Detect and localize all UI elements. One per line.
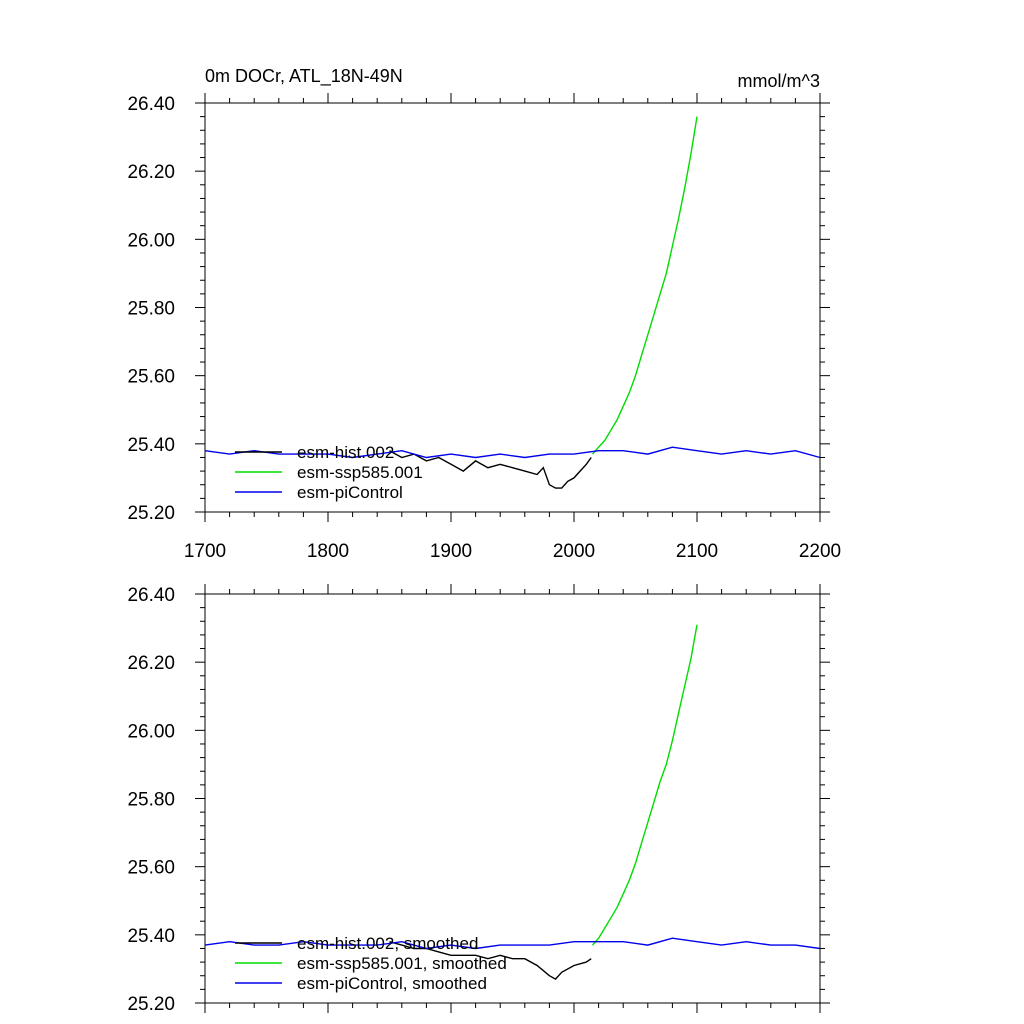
legend-label: esm-piControl (297, 483, 403, 502)
y-tick-label: 26.20 (127, 653, 175, 674)
top-panel: 25.20 25.40 25.60 25.80 26.00 26.20 26.40 1700 1… (127, 93, 841, 562)
bottom-panel: 25.20 25.40 25.60 25.80 26.00 26.20 26.40 esm-h… (127, 584, 830, 1015)
y-tick-label: 26.40 (127, 585, 175, 606)
series-line-1 (591, 624, 698, 946)
legend-label: esm-ssp585.001, smoothed (297, 954, 507, 973)
y-tick-label: 26.20 (127, 162, 175, 183)
y-tick-label: 25.60 (127, 858, 175, 879)
series-line-2 (204, 937, 821, 950)
legend-label: esm-hist.002 (297, 443, 394, 462)
x-tick-label: 2200 (799, 541, 841, 562)
x-tick-label: 1700 (184, 541, 226, 562)
series-line-2 (204, 446, 821, 459)
series-line-1 (591, 116, 698, 455)
x-tick-label: 1900 (430, 541, 472, 562)
series-line-0 (389, 450, 592, 489)
legend-label: esm-hist.002, smoothed (297, 934, 478, 953)
y-tick-label: 25.20 (127, 994, 175, 1015)
y-tick-label: 25.80 (127, 299, 175, 320)
x-tick-label: 2000 (553, 541, 595, 562)
figure-title: 0m DOCr, ATL_18N-49N (205, 66, 403, 87)
y-tick-label: 25.40 (127, 435, 175, 456)
y-tick-label: 25.80 (127, 790, 175, 811)
y-tick-label: 26.00 (127, 721, 175, 742)
units-label: mmol/m^3 (738, 71, 820, 91)
y-tick-label: 25.60 (127, 367, 175, 388)
y-tick-label: 25.20 (127, 503, 175, 524)
legend-label: esm-ssp585.001 (297, 463, 423, 482)
y-tick-label: 26.40 (127, 94, 175, 115)
x-tick-label: 2100 (676, 541, 718, 562)
legend-label: esm-piControl, smoothed (297, 974, 487, 993)
x-tick-label: 1800 (307, 541, 349, 562)
y-tick-label: 25.40 (127, 926, 175, 947)
y-tick-label: 26.00 (127, 230, 175, 251)
